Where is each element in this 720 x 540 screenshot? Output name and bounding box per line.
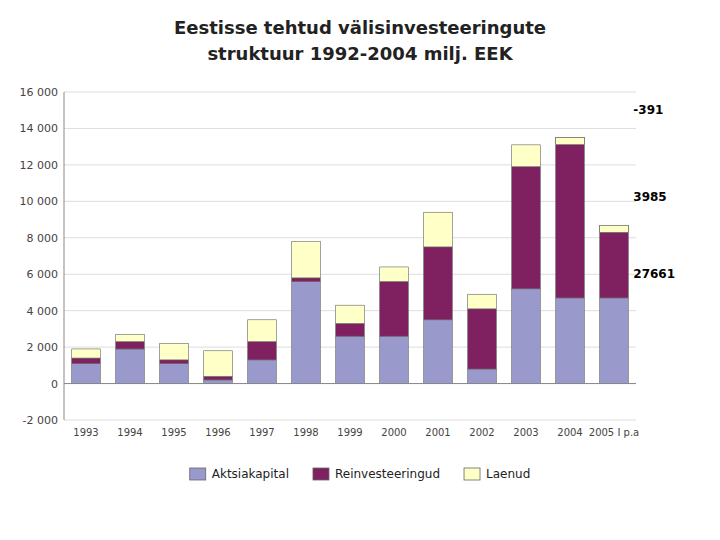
annotation: -391 [633,103,663,117]
category-label: 2001 [425,427,450,438]
title: Eestisse tehtud välisinvesteeringute [174,17,546,38]
legend: Aktsiakapital Reinvesteeringud Laenud [190,467,531,481]
bar-segment [160,360,189,364]
tick-label: 0 [51,378,58,391]
legend-label: Aktsiakapital [212,467,289,481]
bar-segment [600,225,629,298]
tick-label: 2 000 [27,341,59,354]
axis-line [64,92,65,420]
bar-segment [292,241,321,277]
bar-segment [292,278,321,282]
bar-segment [204,376,233,380]
category-label: 2005 I p.a [589,427,639,438]
bar-segment [424,320,453,384]
bar-segment [292,282,321,384]
bar-segment [160,364,189,384]
bar-segment [424,212,453,247]
bar-segment [248,320,277,342]
bar-segment [468,294,497,309]
zero-line [64,383,636,384]
bar-segment [468,369,497,384]
category-label: 1995 [161,427,186,438]
bar-segment [204,351,233,377]
x-axis: 1993 1994 1995 1996 1997 1998 1999 2000 2001 2002… [73,427,639,438]
bar-segment [512,289,541,384]
tick-label: 6 000 [27,268,59,281]
bar-segment [160,343,189,359]
grid-line [64,128,636,129]
grid-line [64,164,636,165]
tick-label: 8 000 [27,232,59,245]
annotation: 27661 [633,267,675,281]
category-label: 2000 [381,427,406,438]
grid-line [64,201,636,202]
bar-segment [72,364,101,384]
legend-swatch [464,468,480,480]
grid-line [64,92,636,93]
legend-label: Laenud [486,467,530,481]
bar-segment [424,247,453,320]
bar-segment [556,298,585,384]
legend-label: Reinvesteeringud [335,467,440,481]
tick-label: 16 000 [20,86,59,99]
legend-swatch [190,468,206,480]
category-label: 1994 [117,427,142,438]
category-label: 2004 [557,427,582,438]
bar-segment [556,138,585,145]
subtitle: struktuur 1992-2004 milj. EEK [207,43,513,64]
grid-line [64,237,636,238]
tick-label: -2 000 [23,414,58,427]
bar-segment [512,145,541,167]
annotation: 3985 [633,190,666,204]
bar-segment [116,342,145,349]
category-label: 1999 [337,427,362,438]
grid-line [64,274,636,275]
bar-segment [204,380,233,384]
bar-segment [116,349,145,384]
bar-segment [336,336,365,383]
category-label: 1993 [73,427,98,438]
category-label: 2003 [513,427,538,438]
tick-label: 10 000 [20,195,59,208]
bar-segment [380,336,409,383]
bar-segment [72,358,101,363]
bar-segment [336,323,365,336]
bar-segment [512,167,541,289]
category-label: 1997 [249,427,274,438]
bar-segment [248,342,277,360]
bar-segment [336,305,365,323]
bar-segment [116,334,145,341]
category-label: 1996 [205,427,230,438]
bar-segment [556,138,585,298]
legend-swatch [313,468,329,480]
bar-segment [248,360,277,384]
bar-segment [380,282,409,337]
bar-segment [468,309,497,369]
bar-segment [600,298,629,384]
bar-segment [600,225,629,232]
grid-line [64,383,636,384]
tick-label: 12 000 [20,159,59,172]
bars [72,138,629,384]
category-label: 1998 [293,427,318,438]
chart: Eestisse tehtud välisinvesteeringute stru… [0,0,720,540]
grid-line [64,420,636,421]
bar-segment [72,349,101,358]
tick-label: 14 000 [20,122,59,135]
tick-label: 4 000 [27,305,59,318]
category-label: 2002 [469,427,494,438]
bar-segment [380,267,409,282]
y-axis: -2 000 0 2 000 4 000 6 000 8 000 10 000 12 000 1… [20,86,637,427]
